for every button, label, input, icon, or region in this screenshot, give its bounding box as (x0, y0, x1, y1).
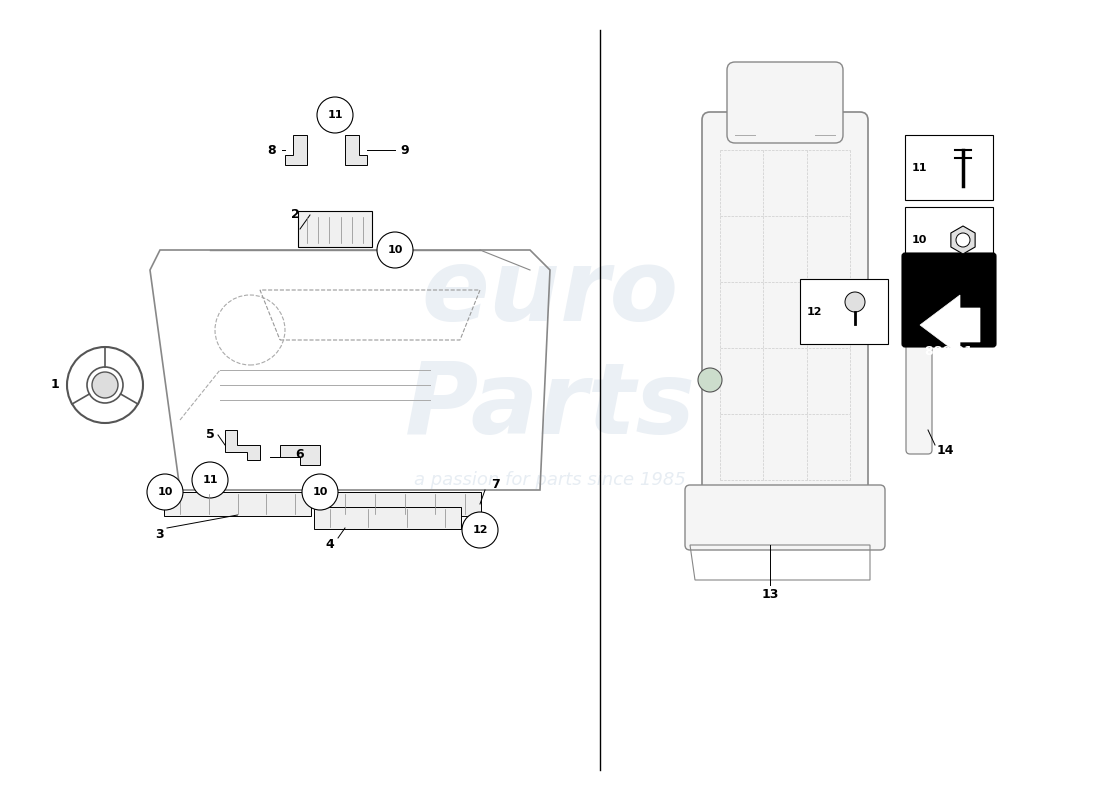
Circle shape (147, 474, 183, 510)
FancyBboxPatch shape (685, 485, 886, 550)
Text: 11: 11 (202, 475, 218, 485)
Text: 2: 2 (290, 209, 299, 222)
Text: 10: 10 (312, 487, 328, 497)
Text: a passion for parts since 1985: a passion for parts since 1985 (414, 471, 686, 489)
FancyBboxPatch shape (905, 207, 993, 272)
Text: 9: 9 (400, 143, 409, 157)
Circle shape (377, 232, 412, 268)
Text: 12: 12 (807, 307, 823, 317)
Polygon shape (226, 430, 260, 460)
Text: 1: 1 (51, 378, 59, 391)
FancyBboxPatch shape (702, 112, 868, 508)
Circle shape (845, 292, 865, 312)
Text: 10: 10 (912, 235, 927, 245)
Circle shape (192, 462, 228, 498)
Text: 12: 12 (472, 525, 487, 535)
FancyBboxPatch shape (314, 507, 461, 529)
Text: 13: 13 (761, 589, 779, 602)
Text: 11: 11 (328, 110, 343, 120)
Text: 10: 10 (387, 245, 403, 255)
Polygon shape (345, 135, 367, 165)
Text: 11: 11 (912, 163, 927, 173)
Text: 3: 3 (156, 529, 164, 542)
Polygon shape (920, 295, 980, 355)
Polygon shape (285, 135, 307, 165)
FancyBboxPatch shape (298, 211, 372, 247)
Circle shape (92, 372, 118, 398)
FancyBboxPatch shape (164, 492, 311, 516)
FancyBboxPatch shape (905, 135, 993, 200)
Circle shape (698, 368, 722, 392)
FancyBboxPatch shape (329, 492, 481, 516)
Text: 6: 6 (296, 449, 305, 462)
Polygon shape (950, 226, 975, 254)
Text: 14: 14 (936, 443, 954, 457)
FancyBboxPatch shape (727, 62, 843, 143)
Circle shape (317, 97, 353, 133)
Text: 5: 5 (206, 429, 214, 442)
Text: euro
Parts: euro Parts (405, 246, 695, 454)
Text: 4: 4 (326, 538, 334, 551)
Text: 7: 7 (491, 478, 499, 491)
FancyBboxPatch shape (902, 253, 996, 347)
Polygon shape (270, 445, 320, 465)
Text: 8: 8 (267, 143, 276, 157)
Text: 880 01: 880 01 (925, 345, 972, 358)
FancyBboxPatch shape (906, 226, 932, 454)
Circle shape (462, 512, 498, 548)
Circle shape (956, 233, 970, 247)
Circle shape (302, 474, 338, 510)
FancyBboxPatch shape (800, 279, 888, 344)
Text: 10: 10 (157, 487, 173, 497)
